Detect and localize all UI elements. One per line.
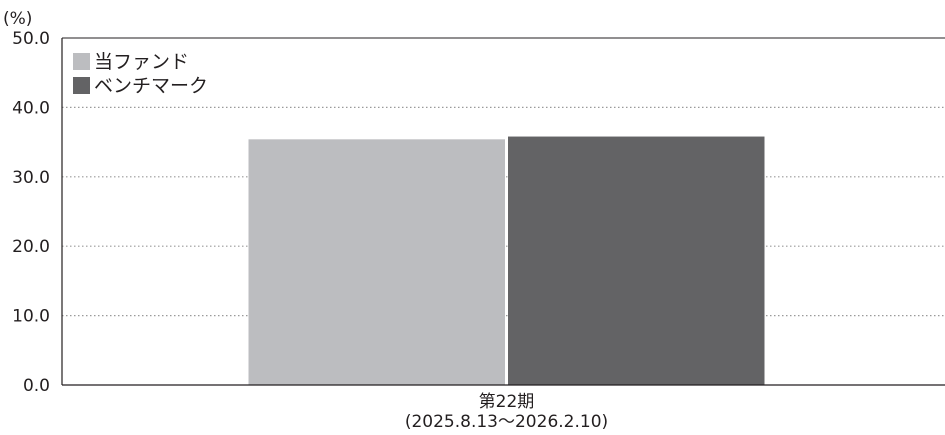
bars — [248, 136, 765, 385]
legend-label: ベンチマーク — [94, 75, 208, 97]
bar-series-1 — [248, 139, 505, 385]
axes — [61, 37, 945, 386]
legend-label: 当ファンド — [94, 51, 189, 73]
x-category-labels: 第22期(2025.8.13～2026.2.10) — [405, 392, 608, 432]
y-tick-label: 10.0 — [12, 307, 50, 327]
y-tick-labels: 0.0 10.0 20.0 30.0 40.0 50.0 — [12, 29, 50, 396]
y-tick-label: 0.0 — [23, 376, 50, 396]
y-tick-label: 50.0 — [12, 29, 50, 49]
y-tick-label: 30.0 — [12, 168, 50, 188]
legend-swatch — [73, 53, 90, 70]
legend-swatch — [73, 77, 90, 94]
bar-series-2 — [508, 136, 765, 385]
x-category-sublabel: (2025.8.13～2026.2.10) — [405, 412, 608, 431]
x-category-label: 第22期 — [479, 392, 535, 412]
y-unit-label: (%) — [3, 9, 32, 29]
y-tick-label: 20.0 — [12, 237, 50, 257]
y-tick-label: 40.0 — [12, 98, 50, 118]
